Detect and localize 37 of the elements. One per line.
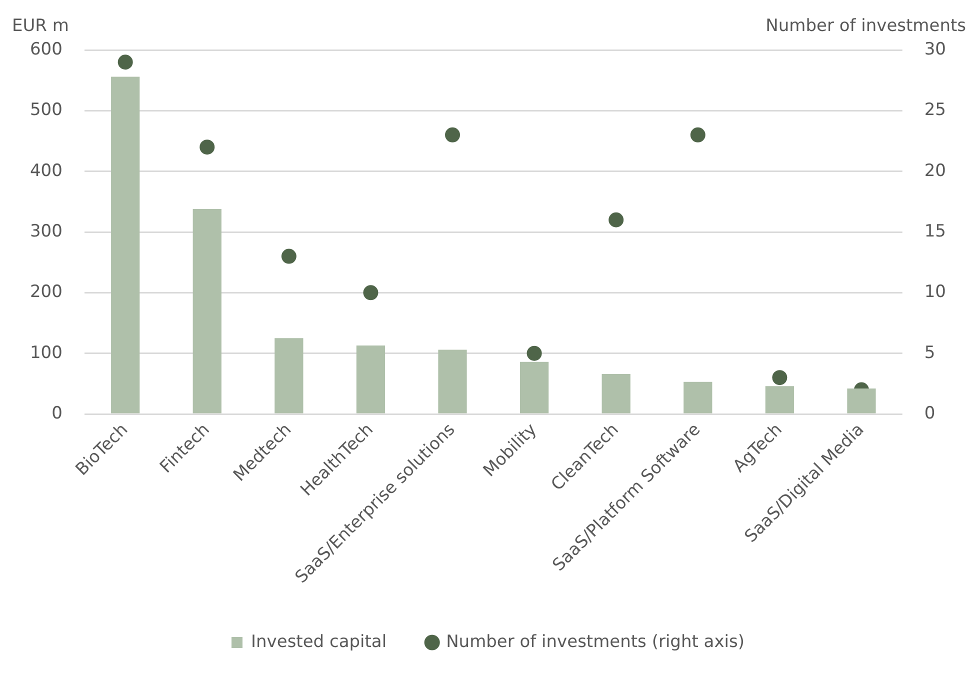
bar <box>274 338 304 414</box>
y-tick-label: 0 <box>52 403 62 424</box>
point <box>281 248 296 264</box>
y-tick-label: 600 <box>30 39 62 60</box>
legend-label: Number of investments (right axis) <box>446 632 744 652</box>
point <box>690 127 706 142</box>
point <box>118 54 133 70</box>
y-axis-title: EUR m <box>12 16 69 36</box>
y2-axis-title: Number of investments <box>766 16 966 36</box>
y2-tick-label: 30 <box>924 39 946 60</box>
bar <box>520 362 549 414</box>
legend-label: Invested capital <box>251 632 387 652</box>
bar <box>684 382 712 414</box>
bar <box>192 208 222 414</box>
y2-tick-label: 5 <box>924 342 936 363</box>
bar <box>438 350 467 414</box>
point <box>526 346 542 361</box>
y-tick-label: 400 <box>30 160 62 181</box>
bar <box>111 76 140 414</box>
bar <box>356 345 386 414</box>
point <box>608 212 624 228</box>
y-tick-label: 100 <box>30 342 62 363</box>
bar <box>765 386 794 414</box>
y-tick-label: 200 <box>30 282 62 302</box>
y-tick-label: 500 <box>30 100 62 120</box>
bar <box>847 388 876 414</box>
y2-tick-label: 15 <box>924 221 946 242</box>
y2-tick-label: 20 <box>924 160 946 181</box>
y-tick-label: 300 <box>30 221 62 242</box>
y2-tick-label: 0 <box>924 403 936 424</box>
y2-tick-label: 25 <box>924 100 946 120</box>
point <box>200 140 215 155</box>
point <box>772 370 788 386</box>
point <box>445 127 460 142</box>
bar <box>602 374 630 414</box>
point <box>363 285 378 300</box>
y2-tick-label: 10 <box>924 282 946 302</box>
